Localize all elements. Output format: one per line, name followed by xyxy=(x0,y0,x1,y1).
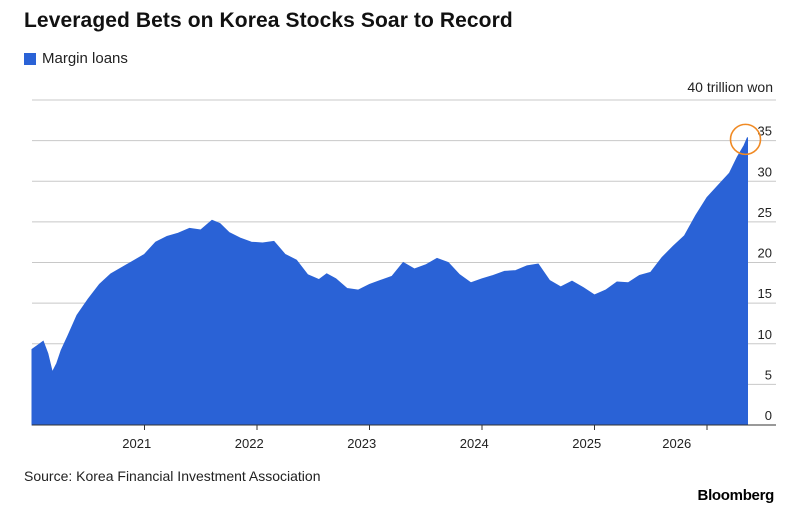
series-area-margin-loans xyxy=(31,137,748,426)
y-tick-label: 10 xyxy=(758,327,772,342)
x-tick-label: 2025 xyxy=(572,436,601,451)
bloomberg-logo: Bloomberg xyxy=(697,487,775,504)
y-tick-label: 35 xyxy=(758,124,772,139)
legend-swatch-margin-loans xyxy=(24,52,36,65)
legend-label-margin-loans: Margin loans xyxy=(42,50,128,67)
record-highlight-circle xyxy=(729,123,762,156)
chart-title: Leveraged Bets on Korea Stocks Soar to R… xyxy=(24,9,513,32)
x-tick-label: 2024 xyxy=(460,436,489,451)
x-tick-label: 2021 xyxy=(122,436,151,451)
legend: Margin loans xyxy=(24,50,128,67)
y-axis-unit-label: 40 trillion won xyxy=(687,79,773,95)
y-tick-label: 0 xyxy=(765,408,772,423)
y-tick-label: 20 xyxy=(758,246,772,261)
x-tick-label: 2022 xyxy=(235,436,264,451)
y-tick-label: 25 xyxy=(758,205,772,220)
y-tick-label: 15 xyxy=(758,286,772,301)
y-tick-label: 30 xyxy=(758,164,772,179)
y-tick-label: 5 xyxy=(765,367,772,382)
source-note: Source: Korea Financial Investment Assoc… xyxy=(24,468,321,484)
x-tick-label: 2023 xyxy=(347,436,376,451)
x-tick-label: 2026 xyxy=(662,436,691,451)
